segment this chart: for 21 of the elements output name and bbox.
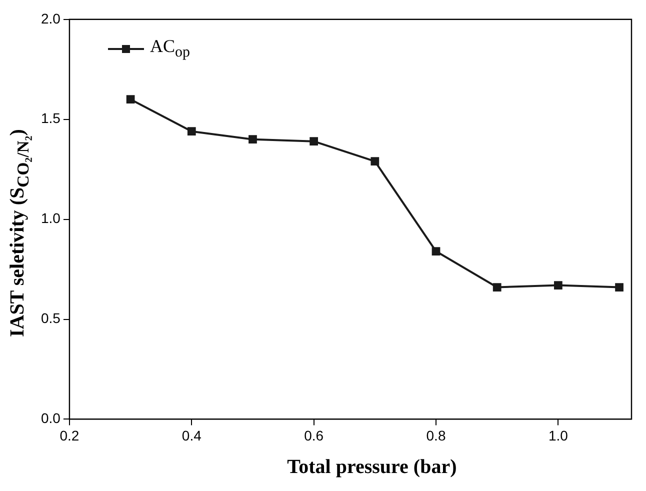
point [615,283,624,292]
point [554,281,562,290]
point [370,157,380,166]
y-tick-label: 2.0 [40,10,61,26]
legend-label: AC$_{op}$ [150,36,190,62]
y-tick-label: 0.0 [40,410,61,426]
y-tick-label: 1.0 [40,210,61,226]
point [248,135,257,144]
x-tick-label: 0.2 [60,427,80,444]
x-tick-label: 0.4 [182,427,202,444]
point [126,95,135,104]
y-tick-label: 1.5 [40,110,61,126]
x-axis-title: Total pressure (bar) [287,456,457,479]
y-tick-label: 0.5 [40,310,61,326]
x-tick-label: 1.0 [548,427,568,444]
point [187,127,196,136]
x-tick-label: 0.8 [426,427,446,444]
point [432,247,440,256]
point [492,283,502,292]
point [310,137,318,146]
x-tick-label: 0.6 [304,427,324,444]
